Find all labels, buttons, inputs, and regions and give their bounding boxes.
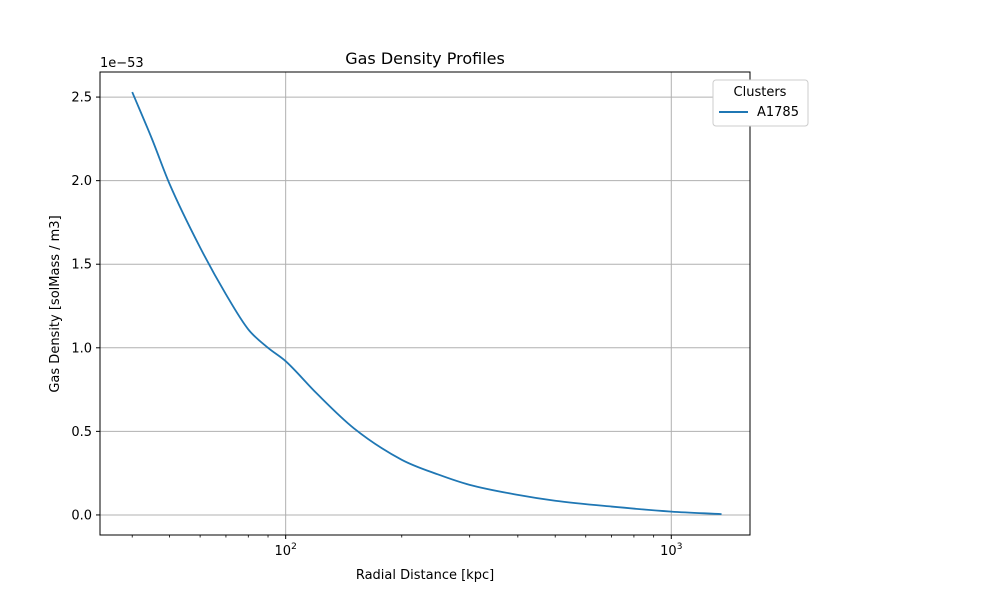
plot-area-frame <box>99 71 751 536</box>
y-tick-label: 2.5 <box>71 91 92 106</box>
legend-label-a1785: A1785 <box>757 105 799 120</box>
y-tick-label: 0.5 <box>71 425 92 440</box>
y-tick-label: 1.0 <box>71 341 92 356</box>
legend-title: Clusters <box>734 85 787 100</box>
y-tick-label: 1.5 <box>71 258 92 273</box>
y-tick-label: 0.0 <box>71 508 92 523</box>
tick-layer: 0.0 0.5 1.0 1.5 2.0 2.5 102 103 <box>71 91 682 559</box>
x-axis-label: Radial Distance [kpc] <box>356 568 494 583</box>
legend-box <box>712 79 809 127</box>
chart-title: Gas Density Profiles <box>345 49 505 68</box>
y-axis-offset-text: 1e−53 <box>100 56 144 71</box>
y-axis-label: Gas Density [solMass / m3] <box>48 215 63 392</box>
x-tick-label: 102 <box>275 542 297 559</box>
series-layer <box>131 91 722 516</box>
series-line-a1785 <box>131 91 722 516</box>
legend: Clusters A1785 <box>712 79 809 127</box>
x-tick-label: 103 <box>660 542 682 559</box>
y-tick-label: 2.0 <box>71 174 92 189</box>
